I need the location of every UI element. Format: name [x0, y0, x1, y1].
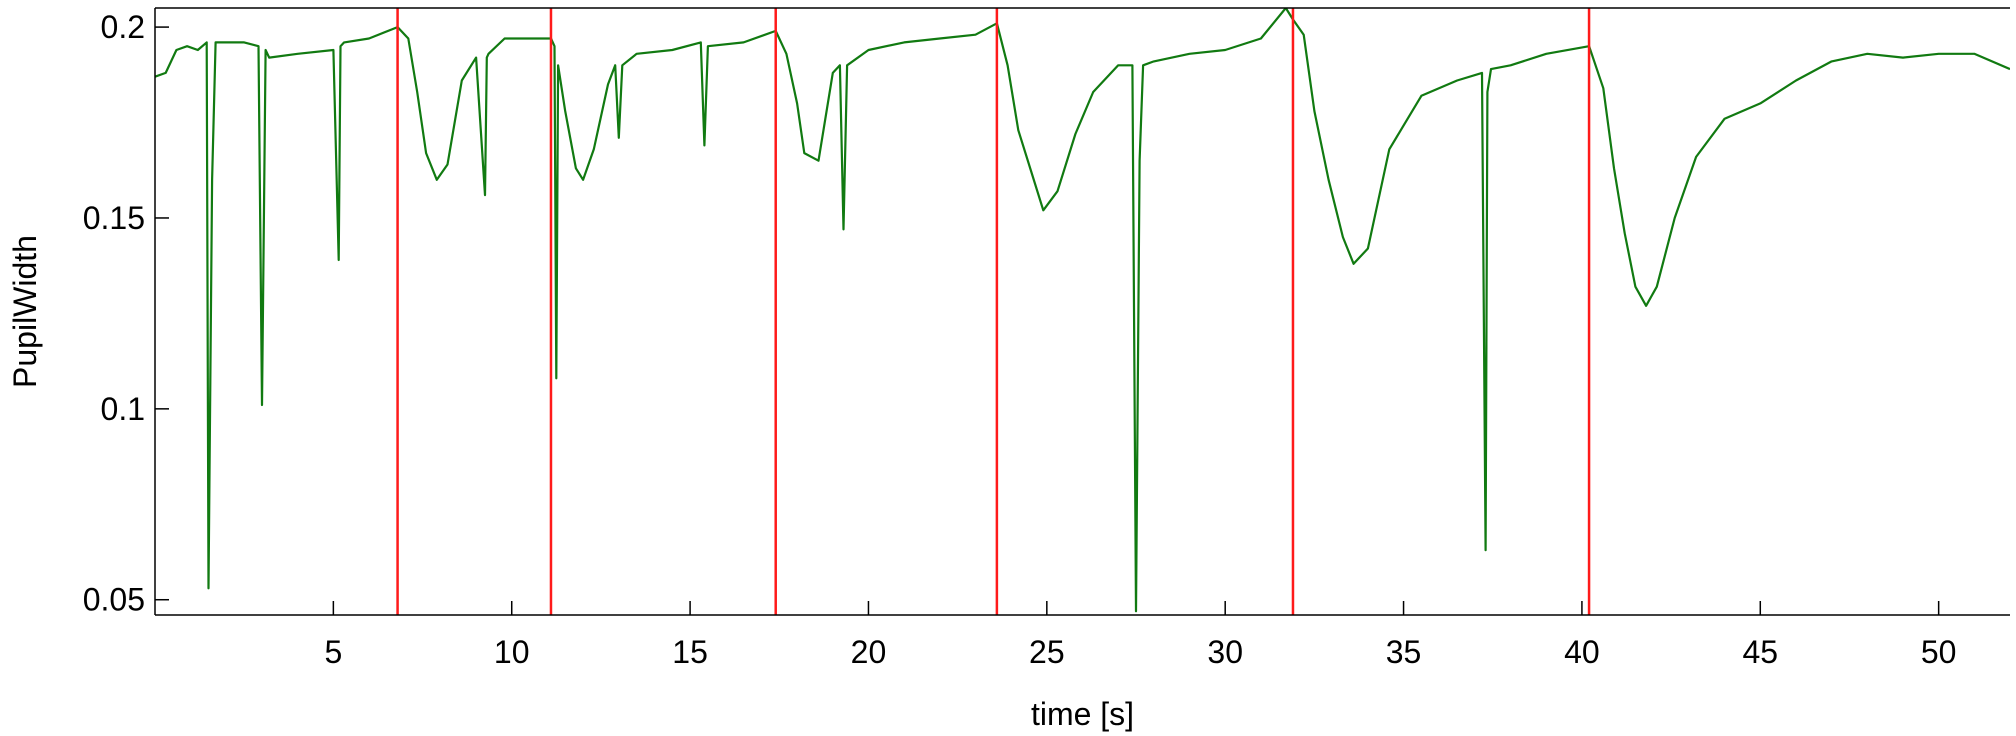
y-tick-label: 0.1 — [101, 391, 145, 427]
y-axis-title: PupilWidth — [7, 235, 43, 388]
x-tick-label: 45 — [1742, 634, 1778, 670]
plot-area — [155, 8, 2010, 615]
axes: 5 10 15 20 25 30 35 40 45 50 0.05 0.1 0.15 0.2 — [83, 7, 2010, 670]
x-tick-label: 30 — [1207, 634, 1243, 670]
x-tick-label: 40 — [1564, 634, 1600, 670]
y-tick-label: 0.15 — [83, 200, 145, 236]
x-tick-label: 15 — [672, 634, 708, 670]
x-tick-label: 25 — [1029, 634, 1065, 670]
x-axis-title: time [s] — [1031, 696, 1134, 732]
y-tick-label: 0.2 — [101, 9, 145, 45]
x-tick-label: 35 — [1386, 634, 1422, 670]
x-tick-label: 5 — [324, 634, 342, 670]
x-tick-label: 50 — [1921, 634, 1957, 670]
series-line-0 — [155, 8, 2010, 613]
x-tick-label: 20 — [851, 634, 887, 670]
y-tick-label: 0.05 — [83, 582, 145, 618]
x-tick-label: 10 — [494, 634, 530, 670]
